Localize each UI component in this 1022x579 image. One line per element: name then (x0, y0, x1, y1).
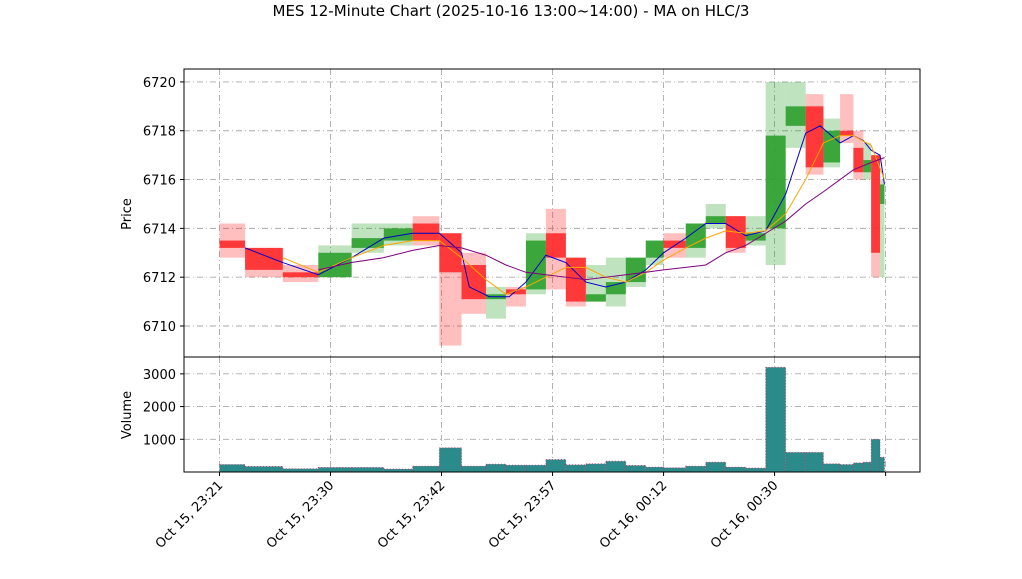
volume-bar (785, 451, 807, 473)
candle-body (383, 228, 413, 241)
volume-bar (461, 465, 487, 473)
x-tick-label: Oct 15, 23:57 (486, 478, 559, 551)
volume-bar (485, 463, 507, 473)
candle-body (412, 223, 440, 241)
candle-body (219, 240, 246, 248)
y-tick-label: 6710 (143, 320, 176, 335)
volume-bar (525, 464, 547, 473)
candle-body (645, 240, 664, 258)
candle-body (880, 184, 885, 204)
candle-body (585, 294, 606, 302)
candle-wick (605, 257, 626, 307)
volume-bar (545, 459, 567, 473)
candle-body (863, 160, 872, 173)
candle-body (245, 247, 283, 270)
volume-bar (282, 468, 319, 473)
volume-bar (219, 464, 246, 473)
candle-body (745, 233, 766, 241)
candle-wick (219, 223, 246, 258)
candle-body (282, 272, 319, 278)
y-axis-label: Volume (120, 391, 135, 439)
y-tick-label: 3000 (143, 368, 176, 383)
candle-body (663, 240, 686, 248)
volume-bar (605, 460, 627, 473)
volume-bar (505, 464, 527, 473)
candle-body (565, 257, 586, 302)
volume-bar (438, 447, 462, 473)
y-tick-label: 6720 (143, 76, 176, 91)
candle-wick (585, 264, 606, 302)
volume-bar (725, 466, 747, 473)
candle-body (765, 135, 786, 229)
candle-body (840, 130, 854, 136)
candle-wick (880, 179, 885, 278)
volume-bar (685, 465, 707, 473)
x-tick-label: Oct 15, 23:30 (264, 478, 337, 551)
x-tick-label: Oct 16, 00:30 (708, 478, 781, 551)
x-tick-label: Oct 16, 00:12 (597, 478, 670, 551)
volume-bar (852, 462, 864, 473)
volume-bar (870, 438, 881, 473)
x-tick-label: Oct 15, 23:21 (153, 478, 226, 551)
volume-bar (879, 456, 885, 473)
candle-body (545, 233, 566, 258)
ma-line (318, 157, 885, 281)
volume-bar (705, 461, 727, 473)
candle-body (871, 155, 881, 253)
volume-bar (823, 463, 841, 473)
candle-body (853, 147, 864, 173)
chart-title: MES 12-Minute Chart (2025-10-16 13:00~14… (273, 2, 750, 20)
y-tick-label: 6714 (143, 222, 176, 237)
volume-bar (565, 464, 587, 473)
candle-body (625, 257, 646, 283)
volume-bar (645, 466, 664, 473)
volume-bar (839, 464, 854, 473)
candle-body (705, 216, 726, 224)
candle-body (605, 282, 626, 295)
volume-bar (805, 451, 824, 473)
volume-bar (765, 366, 787, 473)
volume-bar (745, 467, 767, 473)
volume-bar (625, 465, 647, 473)
candle-body (351, 238, 384, 248)
volume-bar (585, 463, 607, 473)
volume-bar (862, 461, 872, 473)
candle-body (823, 130, 841, 163)
y-tick-label: 2000 (143, 401, 176, 416)
candle-body (685, 223, 706, 248)
ma-line (282, 135, 885, 295)
volume-bar (317, 467, 353, 473)
volume-bar (351, 467, 385, 473)
y-axis-label: Price (120, 198, 135, 230)
candle-body (525, 240, 546, 290)
y-tick-label: 1000 (143, 433, 176, 448)
panel-frame (183, 356, 921, 473)
candle-body (785, 106, 806, 126)
candle-body (505, 289, 526, 295)
x-tick-label: Oct 15, 23:42 (375, 478, 448, 551)
volume-bar (244, 466, 284, 473)
y-tick-label: 6716 (143, 174, 176, 189)
candle-body (805, 106, 824, 168)
y-tick-label: 6718 (143, 125, 176, 140)
volume-bar (412, 465, 440, 473)
volume-bar (663, 467, 687, 473)
candle-body (439, 233, 462, 273)
y-tick-label: 6712 (143, 271, 176, 286)
